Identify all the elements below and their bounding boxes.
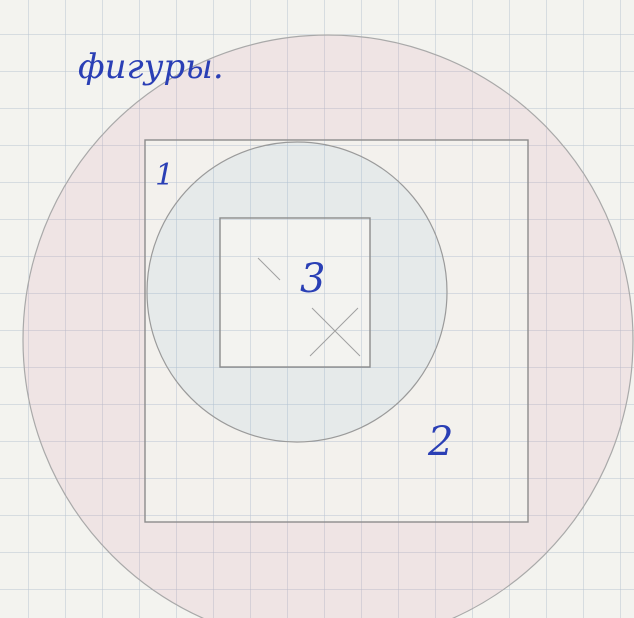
label-2: 2 <box>427 419 453 465</box>
label-1: 1 <box>155 158 174 193</box>
title: фигуры. <box>78 47 224 87</box>
page: фигуры. 1 2 3 (() => { const data = JSON… <box>0 0 634 618</box>
label-3: 3 <box>300 256 325 302</box>
square-3-grid <box>220 218 370 367</box>
drawing: фигуры. 1 2 3 <box>0 0 634 618</box>
